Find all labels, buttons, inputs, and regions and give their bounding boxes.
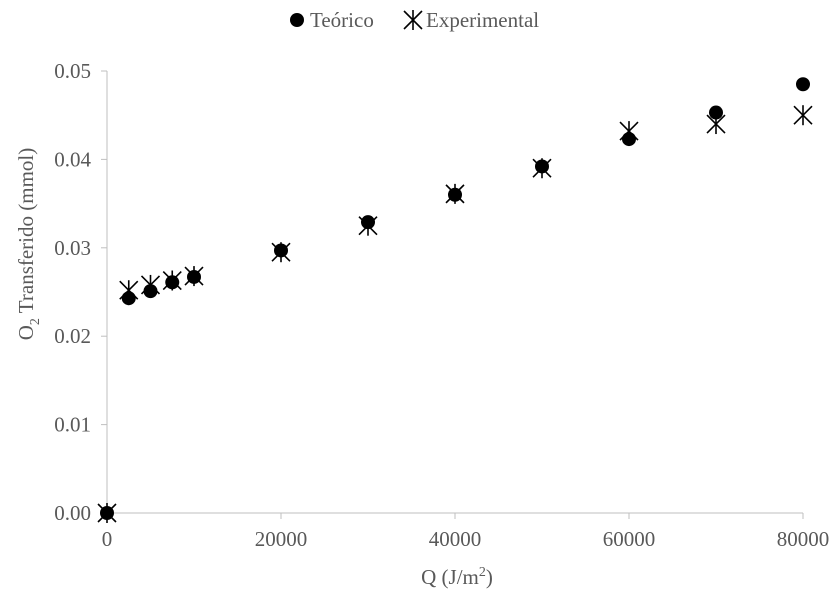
- data-point: [619, 121, 639, 142]
- x-tick-label: 80000: [777, 527, 830, 551]
- x-axis-title: Q (J/m2): [421, 565, 493, 589]
- legend-item: Teórico: [290, 8, 374, 32]
- x-tick-label: 20000: [255, 527, 308, 551]
- y-tick-label: 0.01: [54, 413, 91, 437]
- legend-marker: [403, 10, 423, 30]
- data-point: [358, 215, 378, 236]
- series-experimental: [97, 105, 813, 523]
- data-point: [271, 242, 291, 263]
- legend-label: Teórico: [310, 8, 374, 32]
- axes: [106, 71, 803, 514]
- y-tick-label: 0.05: [54, 59, 91, 83]
- legend-label: Experimental: [426, 8, 539, 32]
- legend-item: Experimental: [403, 8, 539, 32]
- y-axis-title: O2 Transferido (mmol): [14, 148, 43, 341]
- data-point: [709, 105, 723, 120]
- x-tick-labels: 0 20000 40000 60000 80000: [102, 513, 830, 551]
- plot-area: [97, 77, 813, 523]
- y-tick-label: 0.03: [54, 236, 91, 260]
- data-point: [97, 503, 117, 523]
- data-point: [706, 114, 726, 135]
- y-tick-label: 0.00: [54, 501, 91, 525]
- series-te-rico: [100, 77, 810, 520]
- data-point: [445, 183, 465, 204]
- data-point: [162, 270, 182, 291]
- x-tick-label: 0: [102, 527, 113, 551]
- x-tick-label: 40000: [429, 527, 482, 551]
- data-point: [140, 274, 161, 295]
- data-point: [796, 77, 810, 92]
- y-tick-label: 0.04: [54, 147, 91, 171]
- legend-marker: [290, 13, 304, 27]
- x-tick-label: 60000: [603, 527, 656, 551]
- y-tick-labels: 0.00 0.01 0.02 0.03 0.04 0.05: [54, 59, 107, 525]
- data-point: [119, 280, 139, 301]
- data-point: [184, 266, 204, 287]
- data-point: [793, 105, 813, 126]
- data-point: [532, 158, 552, 179]
- y-tick-label: 0.02: [54, 324, 91, 348]
- legend: Teórico Experimental: [290, 8, 539, 32]
